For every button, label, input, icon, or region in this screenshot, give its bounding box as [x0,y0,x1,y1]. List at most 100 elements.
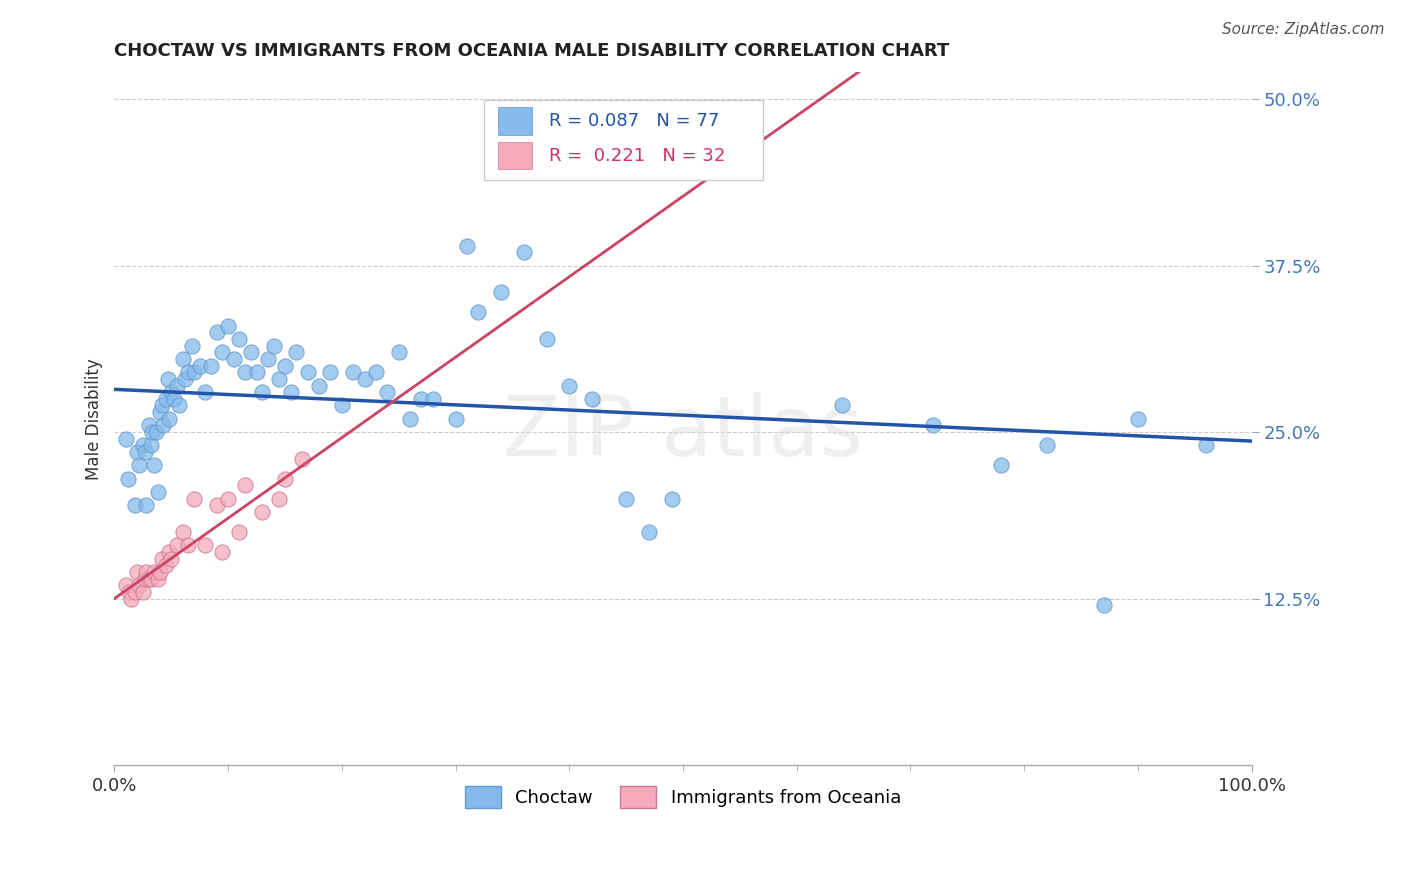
Point [146,485,169,500]
Point [285,345,308,359]
Point [134,445,156,459]
Point [167,399,190,413]
Point [166,538,188,552]
Point [217,491,239,506]
Point [134,572,156,586]
Point [141,425,163,439]
Point [297,365,319,379]
Y-axis label: Male Disability: Male Disability [86,358,103,480]
Point [467,305,489,319]
Point [117,472,139,486]
Point [121,591,143,606]
Point [132,438,155,452]
Point [263,338,285,352]
Point [127,445,149,459]
Point [160,385,183,400]
Point [118,585,141,599]
Point [211,345,233,359]
Point [174,372,197,386]
Point [135,499,157,513]
Point [637,524,659,539]
Point [145,425,167,439]
Point [364,365,387,379]
Point [156,372,179,386]
Point [353,372,375,386]
Point [194,538,217,552]
Point [188,359,211,373]
Point [308,378,330,392]
Point [1126,412,1149,426]
Point [411,392,433,406]
Point [162,392,184,406]
Point [217,318,239,333]
Point [135,565,157,579]
Point [149,565,172,579]
Text: Source: ZipAtlas.com: Source: ZipAtlas.com [1222,22,1385,37]
FancyBboxPatch shape [498,107,531,135]
Point [200,359,222,373]
Point [132,585,155,599]
Point [1036,438,1059,452]
Point [269,491,291,506]
Point [183,491,205,506]
Point [233,478,256,492]
Point [342,365,364,379]
Point [183,365,205,379]
Point [114,578,136,592]
Point [422,392,444,406]
Point [138,572,160,586]
Point [233,365,256,379]
Point [222,351,245,366]
Point [228,524,250,539]
Legend: Choctaw, Immigrants from Oceania: Choctaw, Immigrants from Oceania [457,779,908,815]
Point [205,325,228,339]
Point [155,558,177,573]
Point [139,438,162,452]
Point [177,365,200,379]
Text: CHOCTAW VS IMMIGRANTS FROM OCEANIA MALE DISABILITY CORRELATION CHART: CHOCTAW VS IMMIGRANTS FROM OCEANIA MALE … [114,42,949,60]
Text: R =  0.221   N = 32: R = 0.221 N = 32 [548,146,725,164]
Point [274,359,297,373]
Point [143,458,166,473]
Point [252,505,274,519]
Point [319,365,342,379]
Point [157,412,180,426]
Point [211,545,233,559]
FancyBboxPatch shape [484,100,762,180]
Point [245,365,267,379]
Point [330,399,353,413]
Point [257,351,280,366]
Point [160,551,183,566]
Point [152,418,174,433]
Point [291,451,314,466]
Point [558,378,581,392]
Point [180,338,202,352]
Point [581,392,603,406]
Point [194,385,217,400]
Point [252,385,274,400]
Text: R = 0.087   N = 77: R = 0.087 N = 77 [548,112,718,130]
Text: ZIP atlas: ZIP atlas [503,392,863,473]
Point [1092,599,1115,613]
Point [177,538,200,552]
Point [127,565,149,579]
Point [661,491,683,506]
Point [228,332,250,346]
Point [157,545,180,559]
Point [114,432,136,446]
Point [274,472,297,486]
Point [922,418,945,433]
Point [146,572,169,586]
Point [128,578,150,592]
Point [239,345,262,359]
Point [990,458,1012,473]
Point [513,245,536,260]
Point [489,285,512,300]
Point [269,372,291,386]
Point [399,412,422,426]
Point [172,524,194,539]
Point [124,585,146,599]
FancyBboxPatch shape [498,142,531,169]
Point [375,385,398,400]
Point [149,405,172,419]
